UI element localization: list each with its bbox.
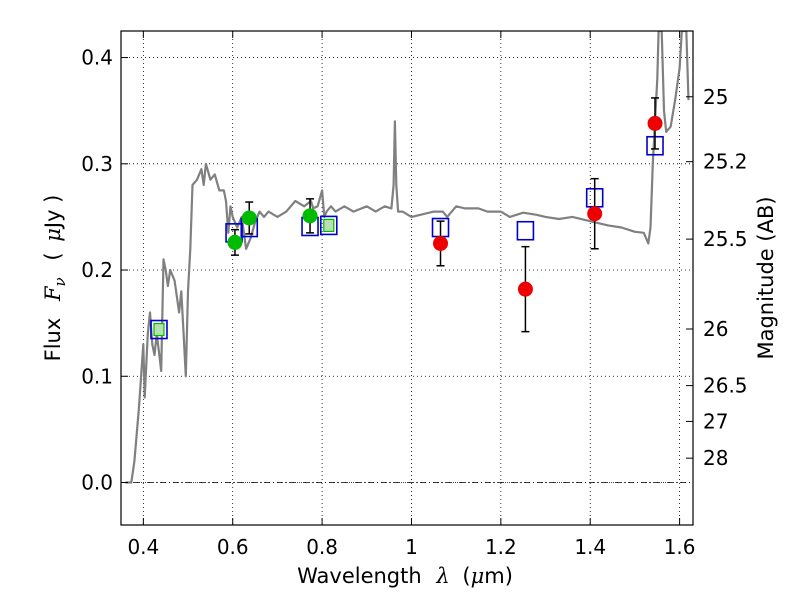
y-axis-unit-mu: μ (41, 228, 65, 242)
y-tick-label: 0.2 (81, 258, 113, 282)
y-axis-label: Flux Fν ( μJy ) (41, 195, 70, 362)
observed-nir-point (433, 235, 449, 251)
y-tick-label: 0.1 (81, 364, 113, 388)
model-photometry-point (516, 220, 535, 241)
x-tick-label: 1.6 (664, 535, 696, 559)
observed-optical-point (302, 208, 318, 224)
observed-optical-point (241, 210, 257, 226)
y-tick-label: 0.0 (81, 471, 113, 495)
y-axis-symbol: F (41, 285, 65, 302)
model-photometry-point (150, 319, 168, 340)
x-axis-unit-open: ( (462, 564, 470, 588)
y-axis-unit-rest: Jy ) (41, 195, 65, 231)
x-tick-label: 1.2 (485, 535, 517, 559)
y-tick-label: 0.3 (81, 152, 113, 176)
x-tick-label: 0.4 (127, 535, 159, 559)
x-tick-label: 1 (405, 535, 418, 559)
x-axis-label-text: Wavelength (297, 564, 422, 588)
x-axis-unit-rest: m) (484, 564, 513, 588)
y2-tick-label: 27 (703, 409, 728, 433)
y-axis-unit-open: ( (41, 252, 65, 260)
observed-optical-point (153, 322, 165, 337)
x-tick-label: 0.6 (217, 535, 249, 559)
y2-tick-label: 25.5 (703, 227, 748, 251)
y2-tick-label: 25 (703, 85, 728, 109)
y-axis-label-text: Flux (41, 318, 65, 362)
y2-tick-label: 26 (703, 317, 728, 341)
plot-frame (120, 30, 694, 526)
y2-tick-label: 25.2 (703, 150, 748, 174)
y-axis-subscript: ν (51, 277, 69, 286)
y2-tick-label: 26.5 (703, 374, 748, 398)
x-axis-label: Wavelength λ (μm) (297, 564, 513, 588)
observed-nir-point (587, 206, 603, 222)
observed-optical-point (323, 218, 335, 233)
x-tick-label: 0.8 (306, 535, 338, 559)
axis-ticks: 0.4 0.6 0.8 1 1.2 1.4 1.6 0.0 0.1 0.2 0.3 0.4 25 25.2… (81, 31, 748, 559)
y-tick-label: 0.4 (81, 46, 113, 70)
y2-axis-label: Magnitude (AB) (754, 196, 778, 359)
x-axis-symbol: λ (435, 564, 449, 588)
observed-nir-point (647, 115, 663, 131)
observed-nir-point (517, 281, 533, 297)
model-spectrum-line (125, 31, 690, 484)
grid-lines (121, 31, 693, 525)
y2-tick-label: 28 (703, 446, 728, 470)
model-photometry-point (319, 215, 338, 236)
x-axis-unit-mu: μ (471, 564, 485, 588)
x-tick-label: 1.4 (574, 535, 606, 559)
plot-area (125, 31, 690, 484)
observed-optical-point (227, 234, 243, 250)
